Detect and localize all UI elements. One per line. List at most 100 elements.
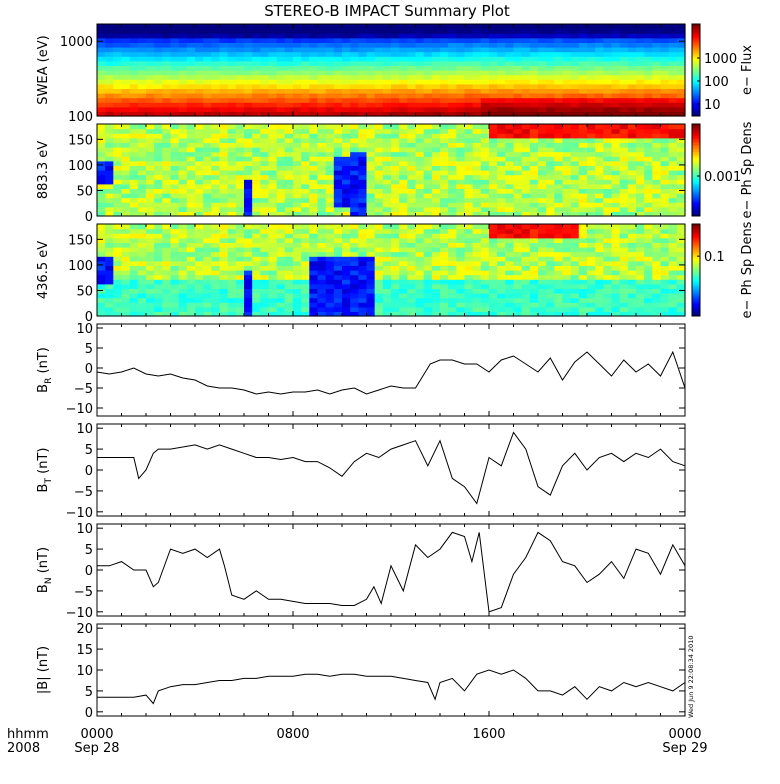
pad436-heatmap-cell — [579, 256, 588, 261]
swea-heatmap-cell — [187, 75, 196, 80]
pad883-heatmap-cell — [252, 156, 261, 161]
pad436-heatmap-cell — [440, 247, 449, 252]
pad436-heatmap-cell — [391, 279, 400, 284]
pad436-heatmap-cell — [179, 307, 188, 312]
pad883-heatmap-cell — [530, 179, 539, 184]
swea-heatmap-cell — [179, 75, 188, 80]
pad883-heatmap-cell — [563, 142, 572, 147]
pad883-heatmap-cell — [171, 165, 180, 170]
pad436-heatmap-cell — [105, 229, 114, 234]
swea-heatmap-cell — [211, 107, 220, 112]
pad883-heatmap-cell — [669, 138, 678, 143]
swea-heatmap-cell — [342, 47, 351, 52]
pad436-heatmap-cell — [97, 238, 106, 243]
pad883-heatmap-cell — [661, 138, 670, 143]
swea-heatmap-cell — [546, 47, 555, 52]
swea-heatmap-cell — [97, 56, 106, 61]
pad436-heatmap-cell — [318, 293, 327, 298]
pad436-heatmap-cell — [146, 293, 155, 298]
swea-heatmap-cell — [407, 93, 416, 98]
pad436-heatmap-cell — [260, 242, 269, 247]
pad883-heatmap-cell — [252, 170, 261, 175]
pad436-heatmap-cell — [652, 265, 661, 270]
pad436-heatmap-cell — [612, 293, 621, 298]
pad436-heatmap-cell — [448, 261, 457, 266]
pad436-heatmap-cell — [326, 275, 335, 280]
pad883-heatmap-cell — [195, 198, 204, 203]
pad436-heatmap-cell — [162, 284, 171, 289]
swea-heatmap-cell — [587, 107, 596, 112]
swea-heatmap-cell — [440, 56, 449, 61]
pad883-heatmap-cell — [171, 147, 180, 152]
pad436-heatmap-cell — [456, 265, 465, 270]
swea-heatmap-cell — [293, 42, 302, 47]
pad883-heatmap-cell — [277, 188, 286, 193]
swea-heatmap-cell — [350, 84, 359, 89]
pad883-heatmap-cell — [652, 138, 661, 143]
pad436-heatmap-cell — [473, 288, 482, 293]
pad436-heatmap-cell — [620, 224, 629, 229]
swea-heatmap-cell — [260, 38, 269, 43]
pad436-heatmap-cell — [620, 307, 629, 312]
pad436-heatmap-cell — [350, 265, 359, 270]
swea-heatmap-cell — [252, 107, 261, 112]
swea-heatmap-cell — [154, 47, 163, 52]
pad883-heatmap-cell — [154, 124, 163, 129]
pad436-heatmap-cell — [367, 302, 376, 307]
pad436-heatmap-cell — [652, 284, 661, 289]
pad436-heatmap-cell — [367, 256, 376, 261]
swea-heatmap-cell — [489, 84, 498, 89]
pad436-heatmap-cell — [122, 302, 131, 307]
swea-heatmap-cell — [375, 88, 384, 93]
pad436-heatmap-cell — [391, 307, 400, 312]
pad883-heatmap-cell — [489, 175, 498, 180]
pad436-heatmap-cell — [252, 284, 261, 289]
pad883-heatmap-cell — [326, 207, 335, 212]
swea-heatmap-cell — [269, 52, 278, 57]
pad883-heatmap-cell — [473, 142, 482, 147]
swea-heatmap-cell — [293, 33, 302, 38]
swea-heatmap-cell — [97, 24, 106, 29]
pad436-heatmap-cell — [465, 302, 474, 307]
pad436-heatmap-cell — [383, 298, 392, 303]
pad436-heatmap-cell — [130, 229, 139, 234]
pad436-heatmap-cell — [375, 233, 384, 238]
swea-heatmap-cell — [661, 38, 670, 43]
pad883-heatmap-cell — [342, 193, 351, 198]
pad883-heatmap-cell — [399, 179, 408, 184]
pad883-heatmap-cell — [195, 161, 204, 166]
pad436-heatmap-cell — [293, 224, 302, 229]
pad436-ytick-label: 150 — [68, 233, 93, 248]
pad883-heatmap-cell — [138, 133, 147, 138]
pad883-heatmap-cell — [350, 165, 359, 170]
pad436-heatmap-cell — [113, 298, 122, 303]
pad436-heatmap-cell — [644, 275, 653, 280]
pad883-heatmap-cell — [538, 170, 547, 175]
pad883-heatmap-cell — [497, 142, 506, 147]
pad883-heatmap-cell — [489, 147, 498, 152]
pad436-heatmap-cell — [514, 261, 523, 266]
pad883-heatmap-cell — [538, 133, 547, 138]
pad436-heatmap-cell — [546, 288, 555, 293]
swea-heatmap-cell — [326, 56, 335, 61]
swea-heatmap-cell — [105, 70, 114, 75]
pad436-heatmap-cell — [652, 261, 661, 266]
pad883-heatmap-cell — [579, 147, 588, 152]
pad883-heatmap-cell — [514, 165, 523, 170]
swea-heatmap-cell — [220, 38, 229, 43]
pad436-heatmap-cell — [465, 279, 474, 284]
swea-heatmap-cell — [620, 84, 629, 89]
pad883-heatmap-cell — [113, 133, 122, 138]
pad883-heatmap-cell — [424, 156, 433, 161]
pad883-heatmap-cell — [416, 198, 425, 203]
swea-heatmap-cell — [595, 98, 604, 103]
pad883-heatmap-cell — [505, 133, 514, 138]
swea-heatmap-cell — [424, 70, 433, 75]
swea-heatmap-cell — [612, 47, 621, 52]
pad436-heatmap-cell — [113, 279, 122, 284]
pad883-heatmap-cell — [628, 170, 637, 175]
pad883-heatmap-cell — [130, 138, 139, 143]
pad883-heatmap-cell — [318, 188, 327, 193]
pad436-heatmap-cell — [538, 270, 547, 275]
pad883-heatmap-cell — [220, 207, 229, 212]
